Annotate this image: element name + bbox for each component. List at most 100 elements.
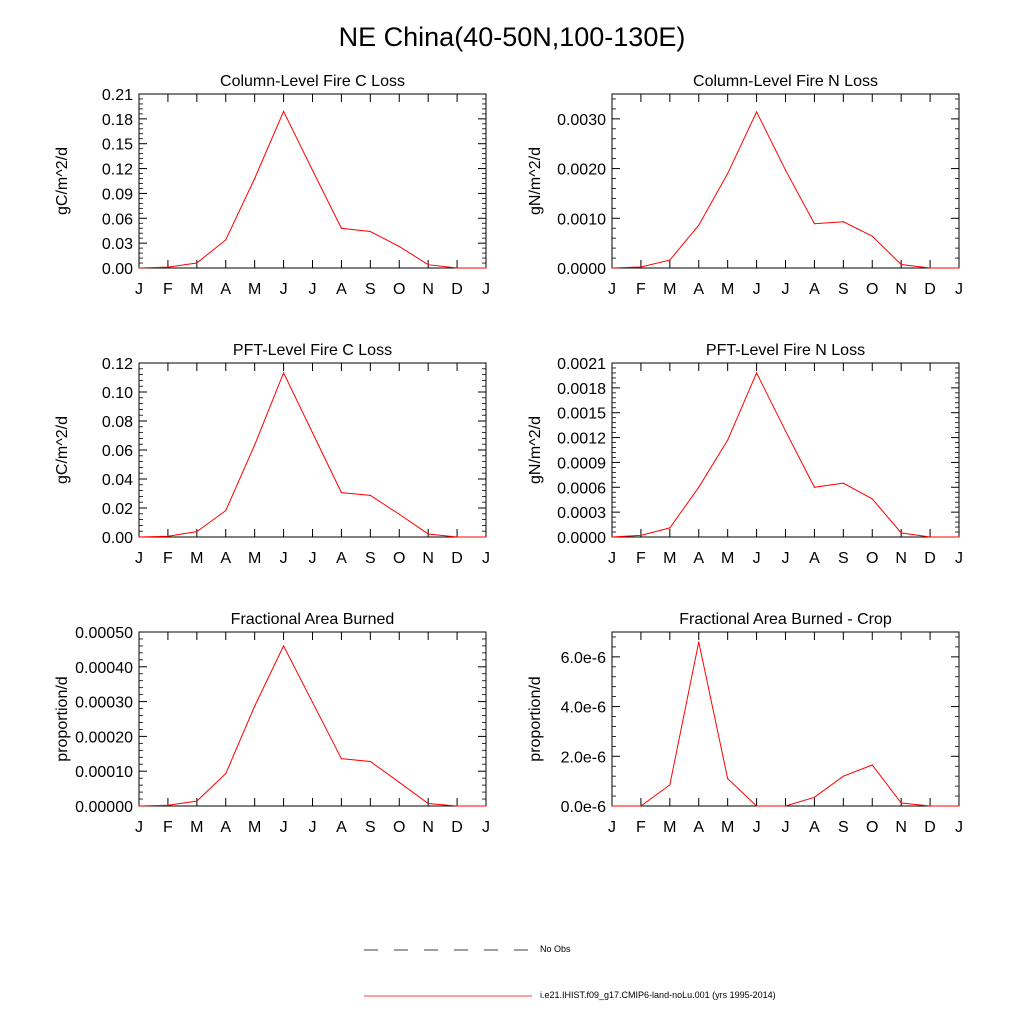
x-tick-label: J	[135, 550, 143, 567]
y-axis-label: gC/m^2/d	[54, 147, 71, 215]
chart-panel-6: Fractional Area Burned - Crop proportion/…	[527, 611, 963, 836]
x-tick-label: J	[280, 550, 288, 567]
data-point	[900, 532, 902, 534]
x-tick-label: J	[753, 281, 761, 298]
x-tick-label: S	[838, 819, 849, 836]
x-tick-label: F	[636, 281, 646, 298]
x-tick-label: M	[721, 550, 734, 567]
plot-frame	[611, 362, 960, 538]
data-point	[611, 267, 613, 269]
x-tick-label: A	[336, 281, 347, 298]
data-point	[842, 775, 844, 777]
x-tick-label: D	[924, 819, 936, 836]
panel-title: Column-Level Fire N Loss	[693, 73, 878, 90]
x-tick-label: M	[663, 281, 676, 298]
series-line	[138, 371, 486, 538]
data-point	[167, 535, 169, 537]
y-tick-label: 0.0003	[557, 505, 606, 522]
y-axis-label: gN/m^2/d	[527, 147, 544, 215]
data-point	[138, 536, 140, 538]
y-tick-label: 0.00050	[75, 625, 133, 642]
data-point	[311, 169, 314, 171]
x-tick-label: N	[422, 550, 434, 567]
data-point	[398, 245, 400, 248]
x-tick-label: M	[190, 281, 203, 298]
y-axis-label: gN/m^2/d	[527, 416, 544, 484]
legend-no-obs-label: No Obs	[540, 944, 571, 954]
data-point	[369, 230, 371, 233]
plot-frame	[138, 362, 487, 538]
y-tick-label: 0.0012	[557, 431, 606, 448]
x-tick-label: M	[721, 281, 734, 298]
series-line	[611, 371, 959, 538]
x-tick-label: O	[393, 819, 405, 836]
x-tick-label: J	[135, 819, 143, 836]
data-point	[958, 805, 960, 807]
x-tick-label: J	[482, 281, 490, 298]
y-tick-label: 0.0e-6	[561, 799, 606, 816]
x-tick-label: J	[482, 819, 490, 836]
data-point	[842, 482, 844, 484]
legend	[364, 949, 532, 997]
data-point	[755, 805, 758, 807]
data-point	[640, 266, 642, 268]
panel-title: Fractional Area Burned - Crop	[679, 611, 892, 628]
y-tick-label: 0.00000	[75, 799, 133, 816]
y-tick-label: 0.10	[102, 385, 133, 402]
data-point	[900, 263, 902, 266]
x-tick-label: S	[838, 550, 849, 567]
x-tick-label: A	[809, 550, 820, 567]
x-tick-label: J	[753, 819, 761, 836]
x-tick-label: S	[365, 550, 376, 567]
x-tick-label: J	[309, 819, 317, 836]
y-tick-label: 0.0000	[557, 261, 606, 278]
data-point	[254, 177, 256, 180]
panel-title: PFT-Level Fire N Loss	[706, 342, 865, 359]
y-axis-label: proportion/d	[54, 676, 71, 761]
data-point	[727, 439, 729, 441]
data-point	[698, 224, 700, 226]
x-tick-label: O	[393, 281, 405, 298]
x-tick-label: D	[451, 819, 463, 836]
x-tick-label: M	[663, 550, 676, 567]
data-point	[196, 800, 198, 802]
x-tick-label: F	[163, 819, 173, 836]
x-tick-label: A	[693, 281, 704, 298]
data-point	[282, 110, 285, 112]
y-tick-label: 0.0000	[557, 530, 606, 547]
data-point	[138, 267, 140, 269]
y-tick-label: 0.15	[102, 137, 133, 154]
y-tick-label: 0.0010	[557, 211, 606, 228]
x-tick-label: A	[220, 819, 231, 836]
data-point	[611, 805, 613, 807]
x-tick-label: N	[895, 281, 907, 298]
x-tick-label: S	[838, 281, 849, 298]
y-tick-label: 0.06	[102, 443, 133, 460]
y-tick-label: 0.04	[102, 472, 133, 489]
y-tick-label: 0.00020	[75, 729, 133, 746]
x-tick-label: D	[924, 550, 936, 567]
x-tick-label: M	[663, 819, 676, 836]
series-line	[612, 641, 959, 807]
x-tick-label: O	[866, 819, 878, 836]
y-tick-label: 0.00030	[75, 695, 133, 712]
data-point	[755, 372, 758, 374]
y-tick-label: 0.02	[102, 501, 133, 518]
data-point	[871, 498, 873, 500]
y-tick-label: 0.18	[102, 112, 133, 129]
x-tick-label: N	[422, 819, 434, 836]
data-point	[784, 169, 787, 171]
x-tick-label: A	[809, 819, 820, 836]
series-line	[611, 110, 959, 269]
data-point	[340, 758, 343, 760]
data-point	[611, 536, 613, 538]
x-tick-label: M	[190, 550, 203, 567]
y-tick-label: 4.0e-6	[561, 700, 606, 717]
y-axis-label: proportion/d	[527, 676, 544, 761]
data-point	[225, 773, 227, 775]
y-tick-label: 0.09	[102, 186, 133, 203]
data-point	[958, 267, 960, 269]
x-tick-label: A	[809, 281, 820, 298]
data-point	[456, 805, 458, 807]
